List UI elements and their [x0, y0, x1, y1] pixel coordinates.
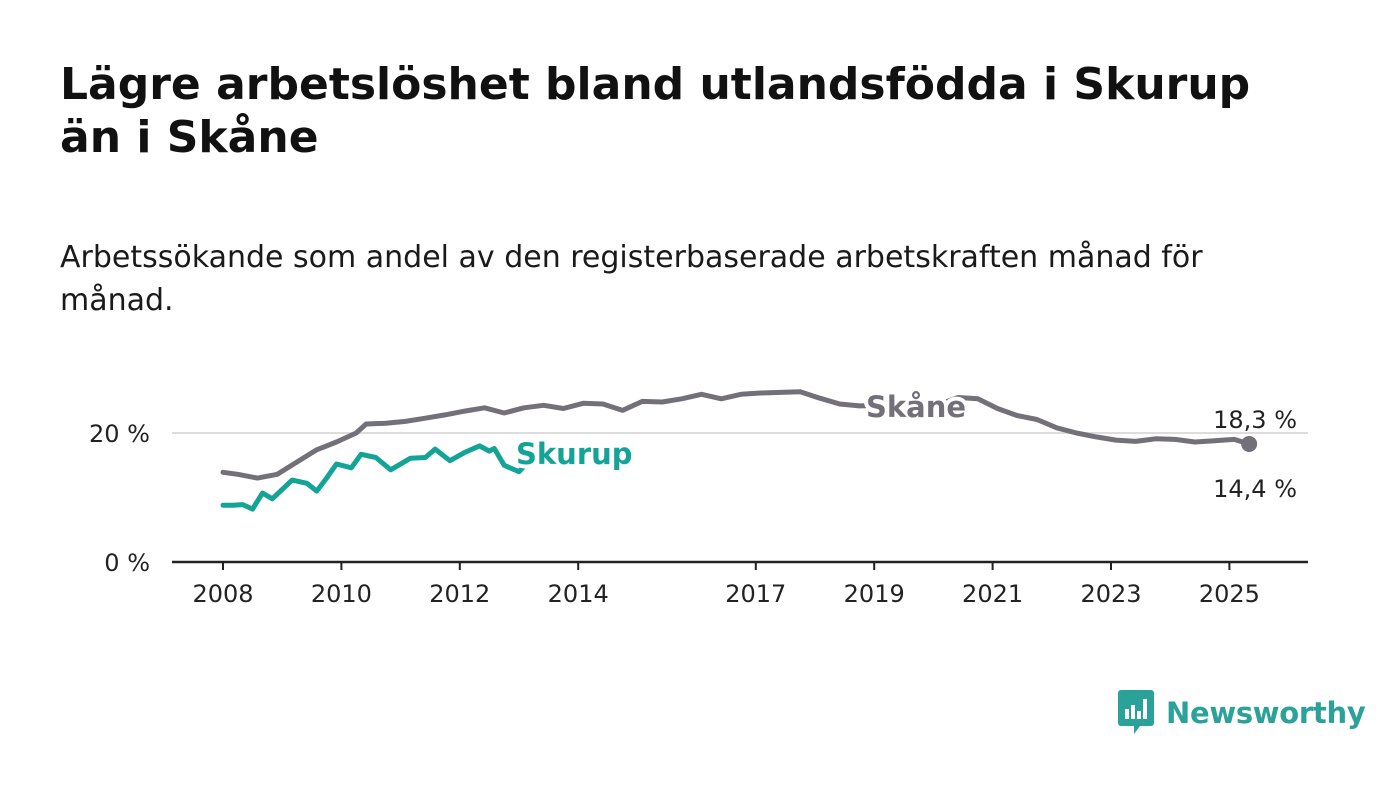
x-tick-label: 2012: [429, 580, 490, 608]
x-tick-label: 2023: [1080, 580, 1141, 608]
x-tick-label: 2008: [192, 580, 253, 608]
x-tick-label: 2014: [548, 580, 609, 608]
end-point-skurup: [535, 445, 552, 462]
x-tick-label: 2025: [1199, 580, 1260, 608]
chart-title: Lägre arbetslöshet bland utlandsfödda i …: [60, 59, 1251, 163]
series-line-skne: [220, 389, 1252, 481]
series-label-skurup: Skurup: [516, 437, 633, 471]
end-point-skne: [1241, 435, 1258, 452]
end-label-skane: 18,3 %: [1213, 406, 1297, 434]
x-tick-label: 2010: [311, 580, 372, 608]
series-lines: [220, 389, 1258, 512]
series-label-skane-halo: Skåne: [866, 390, 966, 424]
x-axis: 2008 2010 2012 2014 2017 2019 2021 2023 2025: [172, 560, 1308, 608]
x-tick-label: 2021: [962, 580, 1023, 608]
x-tick-label: 2017: [725, 580, 786, 608]
y-tick-label: 20 %: [89, 420, 150, 448]
x-tick-label: 2019: [844, 580, 905, 608]
end-label-skurup: 14,4 %: [1213, 475, 1297, 503]
series-label-skurup-halo: Skurup: [516, 437, 633, 471]
newsworthy-logo-text: Newsworthy: [1166, 696, 1366, 730]
newsworthy-logo-icon: [1118, 690, 1154, 734]
series-label-skane: Skåne: [866, 390, 966, 424]
y-tick-label: 0 %: [104, 549, 150, 577]
newsworthy-logo: Newsworthy: [1118, 690, 1366, 736]
gridlines: 0 % 20 %: [89, 420, 1308, 577]
series-line-skurup: [220, 443, 547, 512]
chart-subtitle: Arbetssökande som andel av den registerb…: [60, 240, 1203, 318]
